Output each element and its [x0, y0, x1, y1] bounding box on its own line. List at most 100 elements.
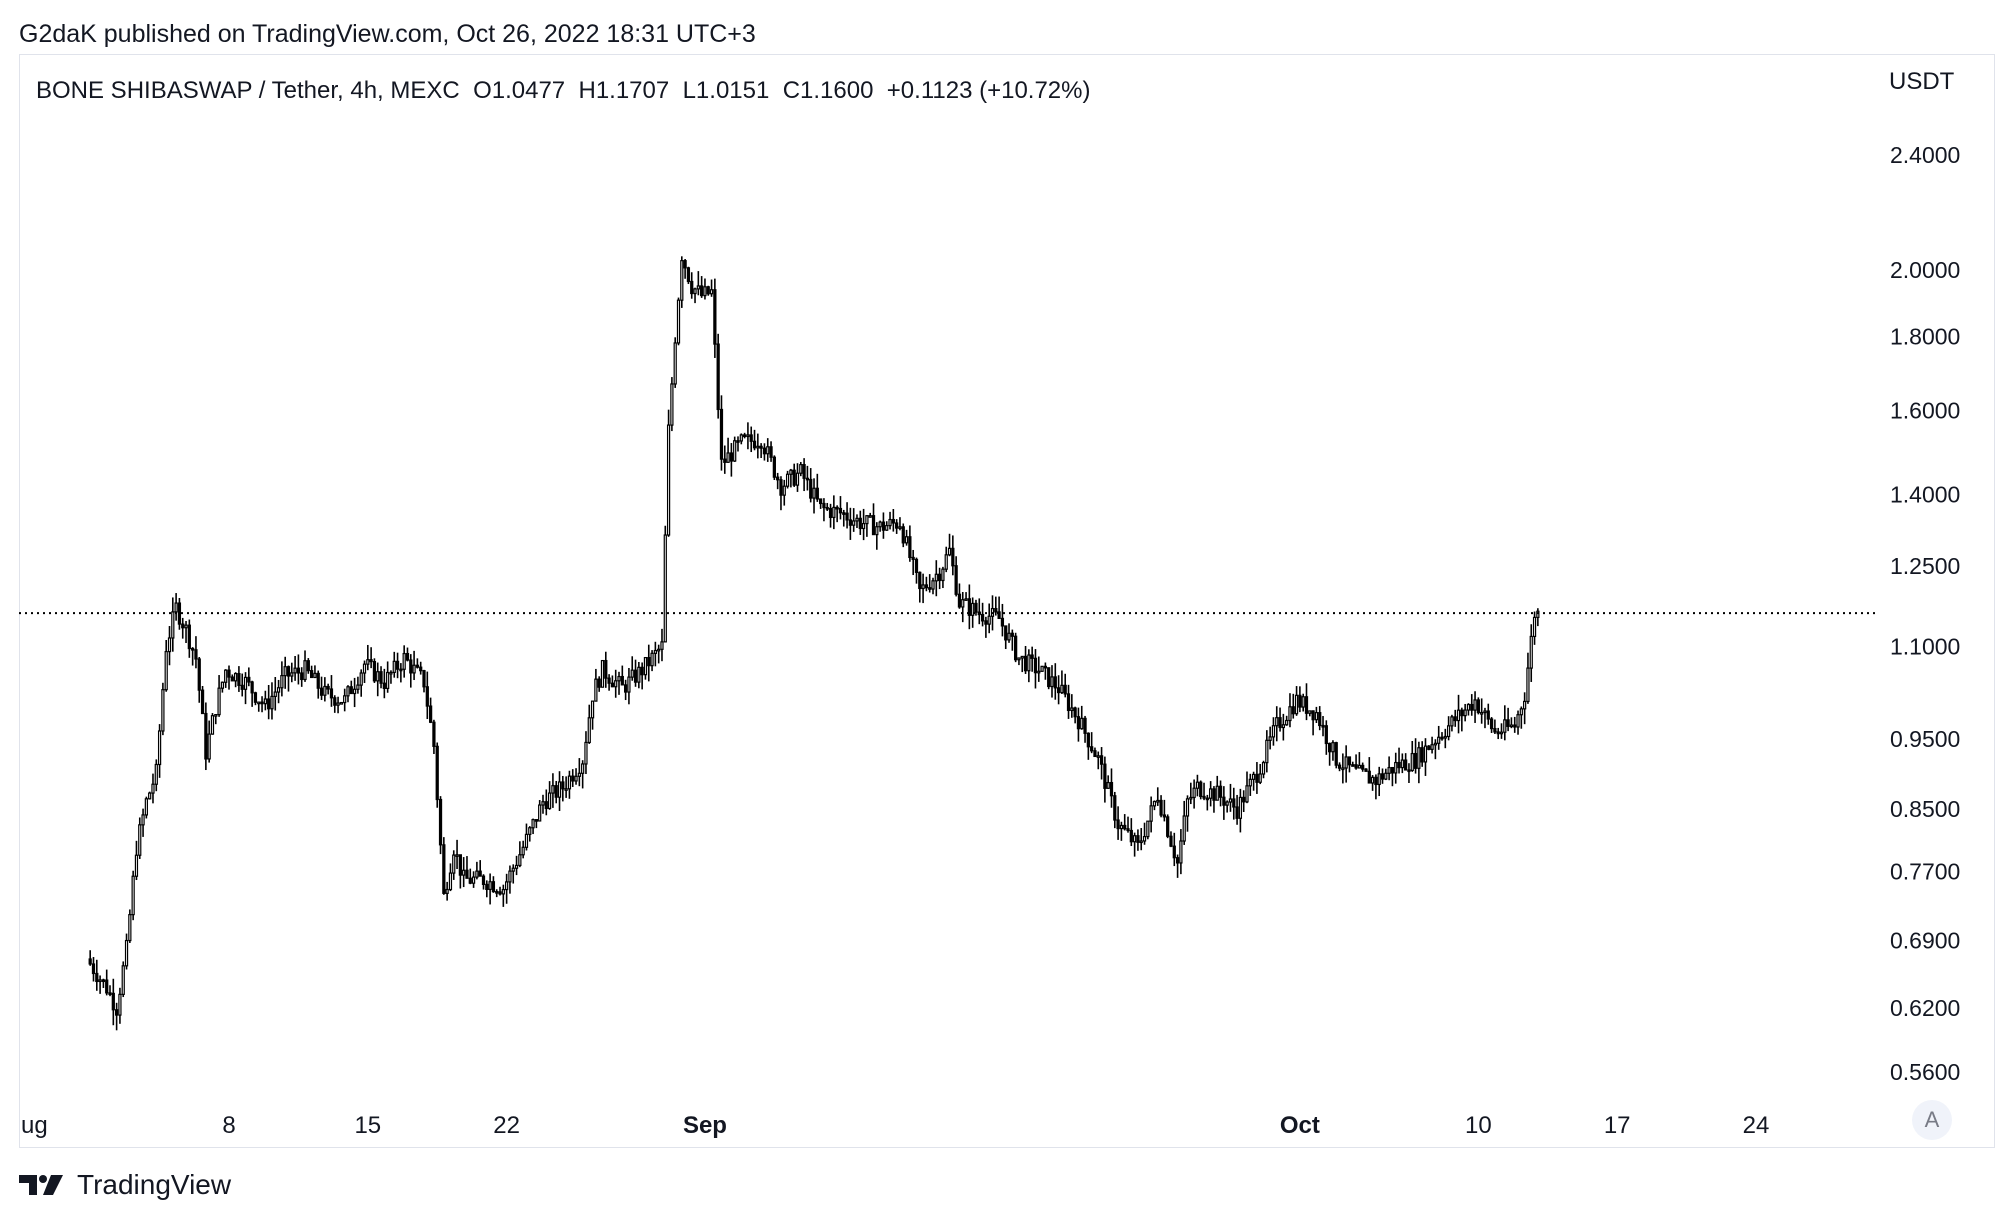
candle-body — [263, 698, 267, 705]
candle-body — [772, 456, 776, 478]
candle-body — [1261, 762, 1266, 775]
candle — [1453, 709, 1457, 727]
candle-body — [316, 672, 320, 689]
candle — [191, 647, 195, 666]
candle — [1532, 611, 1537, 645]
candle — [438, 796, 443, 855]
candle-body — [1020, 655, 1024, 659]
y-tick-label: 0.6900 — [1890, 927, 1960, 953]
candle — [1499, 723, 1504, 739]
candle — [95, 959, 99, 991]
candle — [538, 800, 542, 822]
candle — [805, 465, 810, 491]
candle — [1179, 829, 1183, 875]
candle — [852, 508, 856, 532]
candle-body — [1361, 764, 1365, 770]
footer-brand[interactable]: TradingView — [19, 1169, 231, 1201]
candle-body — [207, 733, 211, 760]
candle-body — [1228, 798, 1233, 803]
candle — [260, 696, 264, 713]
candle — [772, 455, 776, 481]
tradingview-logo-icon — [19, 1175, 63, 1195]
candle — [283, 656, 287, 689]
candle-body — [184, 624, 188, 629]
candle-body — [805, 477, 810, 481]
candle-body — [405, 652, 410, 661]
candle — [514, 855, 519, 876]
candle — [1053, 663, 1057, 700]
candle — [111, 978, 115, 1026]
candle-body — [571, 775, 575, 782]
candle-body — [941, 568, 945, 582]
candle — [1440, 732, 1444, 741]
candle-body — [554, 785, 558, 798]
candle-body — [118, 993, 122, 1016]
candle-body — [442, 844, 446, 894]
candle — [663, 525, 667, 643]
candle-body — [1410, 752, 1414, 772]
candle-body — [356, 684, 360, 690]
chart-frame[interactable] — [19, 54, 1995, 1148]
x-tick-label: ug — [21, 1112, 48, 1139]
candle — [706, 285, 710, 296]
candle — [1384, 768, 1388, 781]
candle-body — [1437, 736, 1441, 744]
candle — [713, 278, 717, 358]
candle-body — [409, 659, 413, 674]
candle — [617, 671, 621, 695]
candle-body — [835, 506, 839, 510]
candle — [680, 256, 684, 308]
x-tick-label: 8 — [222, 1112, 235, 1139]
candle-body — [1440, 736, 1444, 740]
candle — [313, 665, 317, 679]
candle-body — [954, 565, 958, 595]
candle — [349, 680, 353, 695]
candle — [1394, 752, 1398, 784]
candle-body — [723, 458, 727, 463]
candle-body — [280, 675, 284, 689]
y-tick-label: 1.4000 — [1890, 482, 1960, 508]
candle-body — [435, 745, 439, 801]
candle — [736, 436, 740, 452]
candle-body — [815, 487, 819, 500]
candle-body — [359, 672, 363, 686]
candle-body — [828, 507, 833, 519]
candle — [848, 507, 853, 540]
candle-body — [878, 521, 882, 528]
candle — [1470, 694, 1474, 716]
candle-body — [250, 681, 254, 694]
candle-body — [802, 464, 806, 479]
candle — [637, 662, 641, 689]
candle-body — [462, 869, 466, 876]
candle — [1377, 766, 1381, 797]
candle — [326, 683, 330, 695]
candle — [1278, 707, 1282, 732]
candle-body — [819, 498, 823, 505]
candle-body — [214, 714, 218, 717]
candle — [888, 511, 892, 530]
candle-body — [197, 658, 201, 691]
candle-body — [1014, 635, 1018, 661]
candle — [101, 978, 106, 988]
candle — [1519, 706, 1523, 729]
candle-body — [1420, 747, 1424, 763]
auto-scale-button[interactable]: A — [1912, 1100, 1952, 1140]
candle-body — [167, 637, 172, 653]
candle — [742, 432, 747, 439]
candle-body — [1486, 710, 1490, 720]
candle-body — [428, 705, 433, 723]
candle — [194, 636, 198, 669]
candle — [293, 655, 297, 681]
candle-body — [686, 267, 691, 283]
candle — [286, 665, 291, 692]
candle-body — [1278, 717, 1282, 729]
candle-body — [719, 408, 724, 460]
candle-body — [478, 870, 482, 877]
candle-body — [1255, 773, 1259, 783]
candle-group — [88, 256, 1540, 1031]
candle-body — [633, 669, 638, 683]
candle-body — [141, 814, 145, 826]
candle-body — [157, 730, 162, 766]
candle — [1116, 806, 1120, 840]
